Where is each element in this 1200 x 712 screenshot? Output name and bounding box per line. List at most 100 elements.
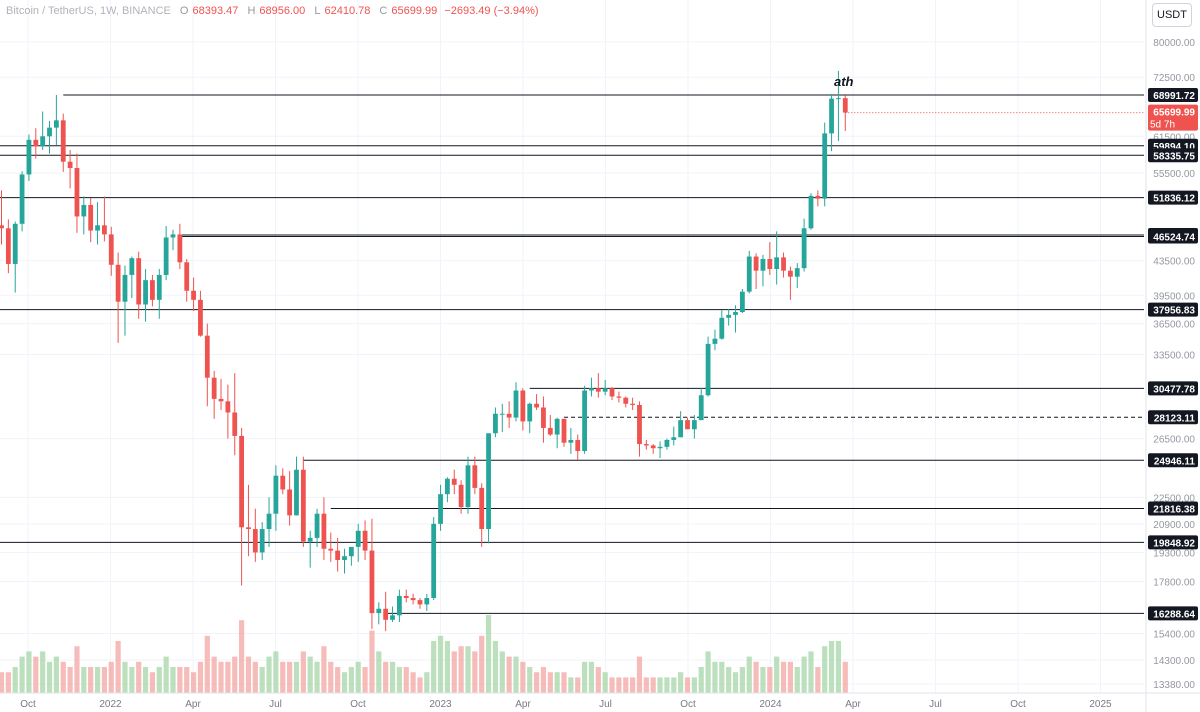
candle-body [527, 403, 533, 422]
candle-body [547, 427, 553, 435]
volume-bar [184, 667, 190, 693]
candle-body [499, 413, 505, 415]
volume-bar [383, 661, 389, 693]
currency-button[interactable]: USDT [1152, 3, 1192, 27]
candle-body [150, 280, 155, 300]
volume-bar [410, 672, 416, 693]
candle-body [458, 484, 464, 508]
candle-body [781, 257, 786, 271]
ath-annotation: ath [834, 74, 854, 89]
volume-bar [67, 667, 73, 693]
candle-body [685, 420, 690, 430]
candle-body [177, 234, 183, 263]
volume-bar [815, 667, 821, 693]
volume-bar [245, 656, 252, 693]
level-label-bg [1148, 606, 1198, 621]
level-label: 30477.78 [1153, 384, 1195, 395]
volume-bar [774, 656, 780, 693]
volume-bar [719, 661, 725, 693]
volume-bar [293, 661, 300, 693]
volume-bar [760, 667, 766, 693]
price-axis[interactable]: 80000.00 72500.00 61500.00 55500.00 43500.00… [1145, 0, 1195, 712]
volume-bar [232, 656, 238, 693]
candle-body [575, 439, 581, 452]
level-label: 19848.92 [1153, 538, 1195, 549]
candle-body [239, 435, 244, 528]
candle-body [561, 418, 567, 443]
time-tick-label: Oct [1010, 699, 1026, 710]
close-value: 65699.99 [391, 5, 438, 17]
candle-body [623, 397, 629, 404]
price-tick-label: 22500.00 [1153, 493, 1195, 504]
candle-body [451, 478, 457, 485]
time-tick-label: 2022 [99, 699, 122, 710]
volume-bar [115, 641, 121, 693]
price-tick-label: 72500.00 [1153, 73, 1195, 84]
candle-body [218, 398, 224, 402]
candle-body [486, 433, 491, 530]
level-label-bg [1148, 302, 1198, 317]
price-tick-label: 61500.00 [1153, 132, 1195, 143]
volume-bar [623, 677, 629, 693]
candle-body [801, 228, 807, 269]
candle-body [746, 256, 752, 292]
volume-bar [369, 630, 375, 693]
candle-body [0, 225, 4, 229]
time-axis[interactable]: Oct 2022 Apr Jul Oct 2023 Apr Jul Oct 2024 Apr Jul O… [0, 692, 1200, 710]
volume-bar [101, 667, 107, 693]
candle-body [493, 413, 498, 434]
price-tick-label: 17800.00 [1153, 578, 1195, 589]
candle-body [129, 258, 135, 275]
volume-bars [0, 615, 848, 693]
volume-bar [554, 672, 560, 693]
volume-bar [485, 615, 492, 693]
price-tick-label: 39500.00 [1153, 291, 1195, 302]
level-label: 16288.64 [1153, 609, 1195, 620]
volume-bar [307, 656, 313, 693]
candle-body [609, 388, 615, 397]
volume-bar [328, 661, 334, 693]
candle-body [417, 600, 423, 605]
price-tick-label: 13380.00 [1153, 680, 1195, 691]
volume-bar [801, 656, 807, 693]
candle-body [513, 390, 519, 418]
candle-body [630, 403, 636, 406]
level-label: 58335.75 [1153, 151, 1195, 162]
volume-bar [582, 661, 588, 693]
volume-bar [163, 656, 169, 693]
high-key: H [247, 5, 256, 17]
volume-bar [431, 641, 437, 693]
candle-body [19, 174, 25, 224]
volume-bar [437, 635, 444, 693]
candle-body [383, 608, 389, 620]
candle-body [410, 598, 416, 601]
candle-body [60, 120, 66, 162]
candle-body [678, 420, 684, 438]
horizontal-levels[interactable] [0, 94, 1144, 614]
volume-bar [479, 635, 485, 693]
candle-body [554, 418, 560, 435]
candle-body [184, 262, 190, 291]
volume-bar [33, 656, 39, 693]
candle-body [767, 258, 773, 269]
candle-body [95, 225, 100, 231]
volume-bar [403, 667, 409, 693]
volume-bar [321, 646, 327, 693]
candle-body [602, 388, 608, 392]
price-tick-label: 14300.00 [1153, 656, 1195, 667]
candlesticks [0, 70, 848, 632]
volume-bar [828, 641, 835, 693]
volume-bar [465, 646, 471, 693]
volume-bar [451, 651, 457, 693]
candle-body [252, 529, 258, 553]
level-label-bg [1148, 229, 1198, 244]
candle-body [822, 133, 828, 199]
level-label: 46524.74 [1153, 233, 1195, 244]
level-label: 68991.72 [1153, 91, 1195, 102]
candle-body [643, 444, 649, 446]
price-tick-label: 43500.00 [1153, 257, 1195, 268]
volume-bar [129, 667, 135, 693]
volume-bar [540, 667, 547, 693]
